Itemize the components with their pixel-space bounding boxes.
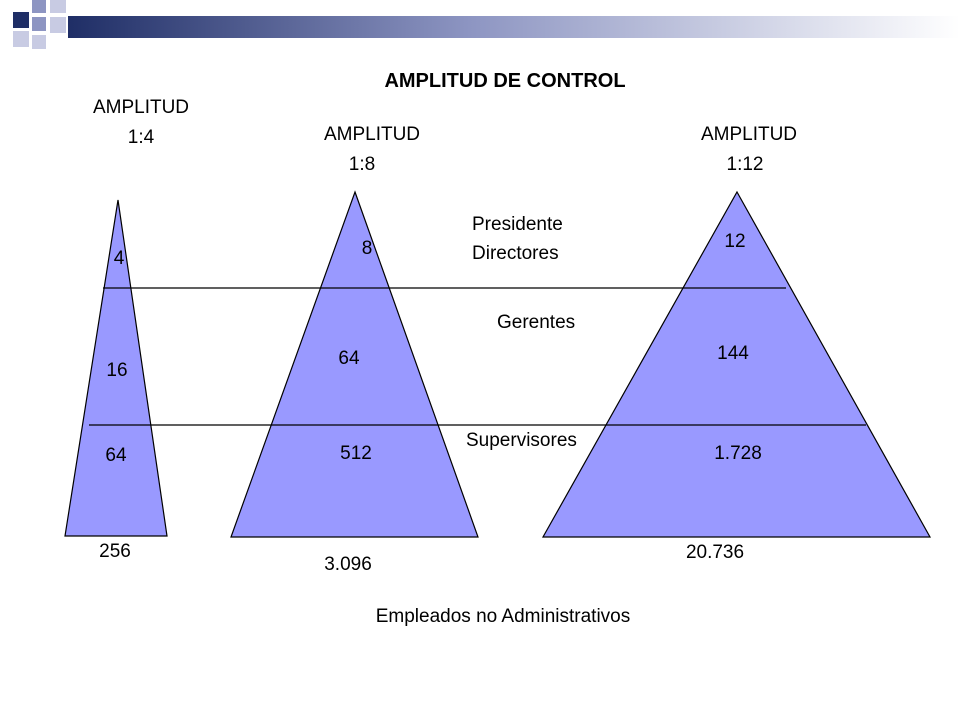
pyramid-2-heading-line2: 1:8 — [349, 154, 375, 175]
slide-title: AMPLITUD DE CONTROL — [384, 70, 625, 92]
pyramid-2-middle-value: 64 — [338, 348, 360, 369]
pyramid-1-8 — [230, 190, 479, 538]
header-square-mid — [32, 0, 46, 13]
pyramid-3-top-value: 12 — [724, 231, 745, 252]
pyramid-1-top-value: 4 — [114, 248, 125, 269]
pyramid-2-top-value: 8 — [362, 238, 373, 259]
header-decoration — [13, 0, 960, 49]
level-label-empleados: Empleados no Administrativos — [376, 606, 631, 627]
pyramid-3-lower-value: 1.728 — [714, 443, 762, 464]
header-gradient-bar — [68, 16, 960, 38]
header-square-light-left — [13, 31, 29, 47]
level-label-presidente: Presidente — [472, 214, 563, 235]
header-square-mid-2 — [32, 17, 46, 31]
header-square-dark — [13, 12, 29, 28]
pyramid-1-heading-line1: AMPLITUD — [93, 97, 189, 118]
pyramid-3-middle-value: 144 — [717, 343, 749, 364]
pyramid-3-heading-line1: AMPLITUD — [701, 124, 797, 145]
pyramid-shape — [541, 190, 932, 538]
level-label-supervisores: Supervisores — [466, 430, 577, 451]
pyramid-1-heading-line2: 1:4 — [128, 127, 155, 148]
pyramid-3-base-value: 20.736 — [686, 542, 744, 563]
pyramid-1-12 — [541, 190, 932, 538]
pyramid-1-middle-value: 16 — [106, 360, 127, 381]
pyramid-1-lower-value: 64 — [105, 445, 127, 466]
pyramid-2-lower-value: 512 — [340, 443, 372, 464]
header-square-light-3 — [32, 35, 46, 49]
level-label-directores: Directores — [472, 243, 559, 264]
pyramid-1-base-value: 256 — [99, 541, 131, 562]
pyramid-2-base-value: 3.096 — [324, 554, 372, 575]
pyramid-shape — [230, 190, 479, 538]
pyramid-3-heading-line2: 1:12 — [727, 154, 764, 175]
level-label-gerentes: Gerentes — [497, 312, 575, 333]
pyramid-2-heading-line1: AMPLITUD — [324, 124, 420, 145]
pyramid-1-4 — [64, 199, 168, 537]
pyramid-shape — [64, 199, 168, 537]
header-square-light-top — [50, 0, 66, 13]
header-square-light-2 — [50, 17, 66, 33]
